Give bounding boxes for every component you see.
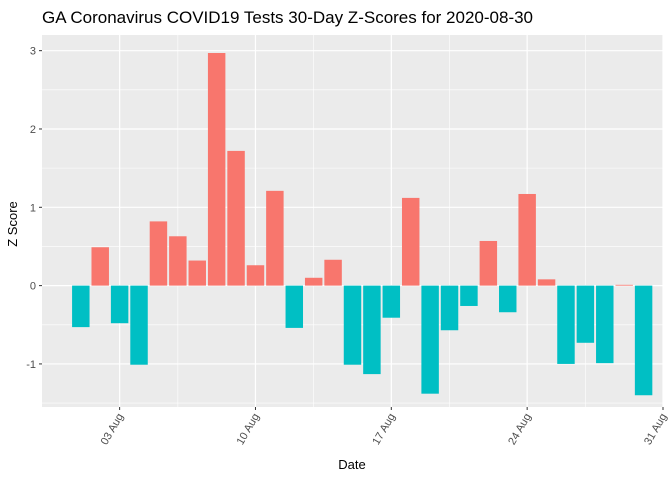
bar <box>460 285 478 306</box>
x-axis: 03 Aug 10 Aug 17 Aug 24 Aug 31 Aug <box>99 407 670 447</box>
x-tick-label: 31 Aug <box>642 412 670 448</box>
x-tick-label: 24 Aug <box>506 412 534 448</box>
bars <box>72 53 653 396</box>
bar <box>363 285 381 375</box>
bar <box>130 285 148 365</box>
bar <box>440 285 459 331</box>
x-tick-label: 10 Aug <box>235 412 263 448</box>
x-tick-label: 17 Aug <box>370 412 398 448</box>
bar <box>304 277 323 286</box>
bar <box>634 285 653 396</box>
bar <box>72 285 90 328</box>
bar <box>421 285 439 394</box>
chart-title: GA Coronavirus COVID19 Tests 30-Day Z-Sc… <box>42 8 533 27</box>
bar <box>266 190 284 286</box>
bar <box>110 285 129 324</box>
bar <box>615 284 633 286</box>
bar <box>401 197 420 286</box>
y-axis: -1 0 1 2 3 <box>26 46 42 371</box>
bar <box>537 279 556 286</box>
y-tick-label: 1 <box>30 202 36 214</box>
bar <box>285 285 304 328</box>
y-axis-title: Z Score <box>5 201 20 247</box>
bar <box>227 150 245 286</box>
y-tick-label: -1 <box>26 359 36 371</box>
y-tick-label: 0 <box>30 281 36 293</box>
y-tick-label: 3 <box>30 46 36 58</box>
bar <box>91 247 109 286</box>
bar <box>246 265 265 286</box>
bar <box>149 221 168 286</box>
bar <box>169 236 187 286</box>
bar <box>557 285 575 364</box>
bar <box>382 285 401 318</box>
bar <box>324 259 342 286</box>
bar <box>343 285 362 365</box>
bar <box>518 193 536 286</box>
bar <box>188 260 206 286</box>
bar <box>479 240 498 286</box>
y-tick-label: 2 <box>30 124 36 136</box>
bar <box>499 285 517 313</box>
bar <box>576 285 595 343</box>
bar <box>207 53 226 286</box>
x-tick-label: 03 Aug <box>99 412 127 448</box>
bar <box>596 285 614 364</box>
x-axis-title: Date <box>338 457 365 472</box>
